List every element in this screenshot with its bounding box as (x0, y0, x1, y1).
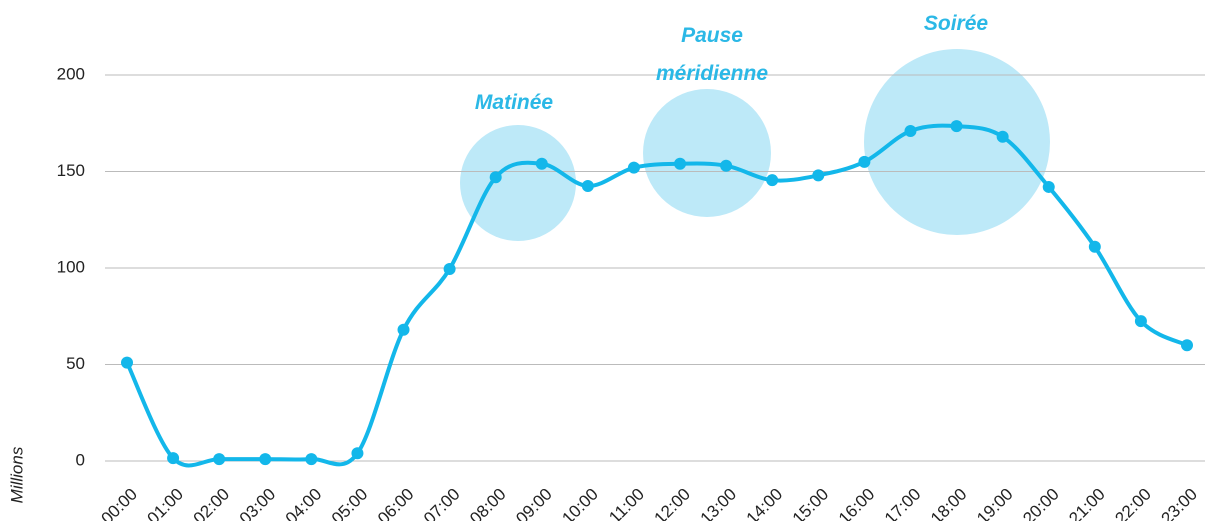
data-point (121, 356, 133, 369)
x-tick-label: 14:00 (743, 485, 787, 521)
x-tick-label: 22:00 (1111, 485, 1155, 521)
data-point (627, 161, 640, 174)
data-point (581, 179, 594, 192)
x-tick-label: 13:00 (697, 485, 741, 521)
x-tick-label: 02:00 (190, 485, 234, 521)
data-point (674, 157, 687, 170)
data-point (397, 323, 410, 336)
x-tick-label: 21:00 (1065, 485, 1109, 521)
x-tick-label: 12:00 (651, 485, 695, 521)
x-tick-label: 17:00 (881, 485, 925, 521)
data-point (766, 174, 779, 187)
highlight-bubble (864, 49, 1050, 235)
data-point (1181, 339, 1193, 352)
y-tick-label: 100 (57, 257, 85, 276)
x-tick-label: 04:00 (282, 485, 326, 521)
data-point (812, 169, 825, 182)
data-point (1088, 240, 1101, 253)
x-tick-label: 15:00 (789, 485, 833, 521)
highlight-bubble (460, 125, 576, 241)
data-point (1134, 315, 1147, 328)
data-point (904, 124, 917, 137)
x-tick-label: 03:00 (236, 485, 280, 521)
x-tick-label: 01:00 (144, 485, 188, 521)
x-tick-label: 08:00 (466, 485, 510, 521)
x-tick-label: 20:00 (1019, 485, 1063, 521)
x-tick-label: 18:00 (927, 485, 971, 521)
data-point (720, 159, 733, 172)
x-tick-label: 00:00 (97, 485, 141, 521)
y-tick-label: 50 (66, 354, 85, 373)
data-point (351, 447, 364, 460)
y-tick-label: 200 (57, 64, 85, 83)
data-point (489, 171, 502, 184)
x-tick-label: 23:00 (1157, 485, 1201, 521)
x-tick-label: 06:00 (374, 485, 418, 521)
x-tick-label: 11:00 (605, 485, 648, 521)
data-point (535, 157, 548, 170)
annotation: Soirée (923, 12, 989, 35)
y-tick-label: 150 (57, 161, 85, 180)
y-tick-label: 0 (76, 450, 85, 469)
y-axis-label: Millions (7, 446, 26, 503)
data-point (950, 120, 963, 133)
x-tick-label: 19:00 (973, 485, 1017, 521)
highlight-bubble (643, 89, 771, 217)
x-tick-label: 16:00 (835, 485, 879, 521)
data-point (305, 453, 318, 466)
data-point (858, 155, 871, 168)
annotation: Pause méridienne (655, 24, 769, 85)
data-point (259, 453, 272, 466)
data-point (996, 130, 1009, 143)
data-point (213, 453, 226, 466)
x-tick-label: 07:00 (420, 485, 464, 521)
annotation: Matinée (474, 91, 554, 114)
data-point (1042, 180, 1055, 193)
data-point (167, 452, 180, 465)
data-point (443, 262, 456, 275)
x-tick-label: 05:00 (328, 485, 372, 521)
x-tick-label: 10:00 (558, 485, 602, 521)
x-tick-label: 09:00 (512, 485, 556, 521)
